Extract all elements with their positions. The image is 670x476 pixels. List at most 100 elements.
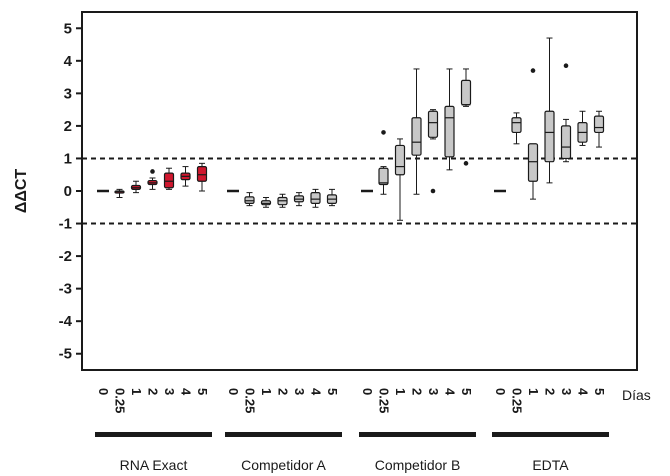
box-competidor-b-day-0.25 bbox=[379, 130, 388, 194]
x-tick-label: 0.25 bbox=[113, 388, 128, 413]
group-label: Competidor B bbox=[375, 457, 461, 473]
x-tick-label: 1 bbox=[259, 388, 274, 395]
y-tick-label: -5 bbox=[59, 346, 72, 363]
outlier-point bbox=[531, 68, 536, 73]
x-tick-label: 1 bbox=[526, 388, 541, 395]
group-bar bbox=[95, 432, 212, 437]
y-tick-label: -1 bbox=[59, 216, 72, 233]
y-tick-label: 5 bbox=[64, 20, 72, 37]
box-iqr bbox=[198, 167, 207, 182]
x-tick-label: 4 bbox=[309, 388, 324, 396]
box-competidor-b-day-3 bbox=[429, 110, 438, 194]
x-tick-label: 0 bbox=[96, 388, 111, 395]
box-edta-day-2 bbox=[545, 38, 554, 183]
x-tick-label: 5 bbox=[459, 388, 474, 395]
x-tick-label: 4 bbox=[179, 388, 194, 396]
x-tick-label: 3 bbox=[292, 388, 307, 395]
box-rna-exact-day-4 bbox=[181, 167, 190, 187]
x-tick-label: 5 bbox=[195, 388, 210, 395]
y-tick-label: 2 bbox=[64, 118, 72, 135]
box-rna-exact-day-2 bbox=[148, 169, 157, 189]
group-labels: RNA Exact Competidor A Competidor B EDTA bbox=[95, 432, 609, 473]
box-iqr bbox=[396, 145, 405, 174]
box-iqr bbox=[165, 173, 174, 188]
group-label: RNA Exact bbox=[120, 457, 188, 473]
box-iqr bbox=[545, 111, 554, 161]
group-bar bbox=[225, 432, 342, 437]
outlier-point bbox=[564, 63, 569, 68]
x-tick-label: 3 bbox=[426, 388, 441, 395]
box-edta-day-1 bbox=[529, 68, 538, 199]
box-iqr bbox=[562, 126, 571, 159]
x-tick-label: 3 bbox=[162, 388, 177, 395]
box-rna-exact-day-0.25 bbox=[115, 189, 124, 197]
box-competidor-a-day-4 bbox=[311, 189, 320, 207]
box-iqr bbox=[512, 118, 521, 133]
box-edta-day-4 bbox=[578, 111, 587, 145]
box-competidor-a-day-0.25 bbox=[245, 193, 254, 206]
x-tick-label: 0 bbox=[226, 388, 241, 395]
x-tick-label: 2 bbox=[410, 388, 425, 395]
box-competidor-a-day-2 bbox=[278, 194, 287, 207]
box-competidor-b-day-5 bbox=[462, 69, 471, 166]
group-bar bbox=[492, 432, 609, 437]
box-iqr bbox=[462, 80, 471, 104]
x-tick-label: 4 bbox=[576, 388, 591, 396]
box-iqr bbox=[595, 116, 604, 132]
box-iqr bbox=[445, 106, 454, 156]
x-tick-label: 2 bbox=[146, 388, 161, 395]
y-tick-label: 0 bbox=[64, 183, 72, 200]
x-tick-label: 2 bbox=[276, 388, 291, 395]
plot-frame bbox=[82, 12, 637, 370]
y-tick-label: 4 bbox=[64, 53, 73, 70]
outlier-point bbox=[431, 189, 436, 194]
x-tick-label: 3 bbox=[559, 388, 574, 395]
box-competidor-a-day-5 bbox=[328, 189, 337, 205]
reference-lines bbox=[82, 158, 637, 223]
box-iqr bbox=[379, 168, 388, 184]
y-axis-ticks: 5 4 3 2 1 0 -1 -2 -3 -4 -5 bbox=[59, 20, 82, 362]
x-tick-label: 0.25 bbox=[510, 388, 525, 413]
outlier-point bbox=[150, 169, 155, 174]
y-tick-label: -2 bbox=[59, 248, 72, 265]
y-tick-label: 3 bbox=[64, 85, 72, 102]
box-rna-exact-day-3 bbox=[165, 168, 174, 189]
box-iqr bbox=[245, 197, 254, 204]
y-tick-label: 1 bbox=[64, 150, 72, 167]
group-bar bbox=[359, 432, 476, 437]
box-competidor-a-day-3 bbox=[295, 193, 304, 206]
box-competidor-b-day-2 bbox=[412, 69, 421, 194]
outlier-point bbox=[464, 161, 469, 166]
box-iqr bbox=[429, 111, 438, 137]
x-tick-label: 4 bbox=[443, 388, 458, 396]
box-edta-day-5 bbox=[595, 111, 604, 147]
x-tick-label: 0.25 bbox=[243, 388, 258, 413]
x-tick-label: 1 bbox=[129, 388, 144, 395]
y-tick-label: -4 bbox=[59, 313, 73, 330]
y-axis-label: ΔΔCT bbox=[13, 169, 30, 214]
y-tick-label: -3 bbox=[59, 281, 72, 298]
box-iqr bbox=[412, 118, 421, 155]
box-competidor-b-day-1 bbox=[396, 139, 405, 220]
x-tick-label: 0 bbox=[493, 388, 508, 395]
box-iqr bbox=[529, 144, 538, 181]
x-tick-label: 0.25 bbox=[377, 388, 392, 413]
x-tick-label: 5 bbox=[325, 388, 340, 395]
x-axis-ticks: 0 0.25 1 2 3 4 5 0 0.25 1 2 3 4 5 0 0.25 1 2 3 4 5 0 0.25 1 2 3 4 5 bbox=[96, 388, 607, 413]
x-tick-label: 1 bbox=[393, 388, 408, 395]
box-edta-day-0.25 bbox=[512, 113, 521, 144]
box-iqr bbox=[262, 201, 271, 205]
box-rna-exact-day-1 bbox=[132, 181, 141, 192]
x-tick-label: 0 bbox=[360, 388, 375, 395]
x-axis-unit-label: Días bbox=[622, 387, 651, 403]
box-rna-exact-day-5 bbox=[198, 163, 207, 191]
box-edta-day-3 bbox=[562, 63, 571, 161]
group-label: Competidor A bbox=[241, 457, 326, 473]
box-iqr bbox=[311, 193, 320, 204]
x-tick-label: 2 bbox=[543, 388, 558, 395]
box-competidor-a-day-1 bbox=[262, 198, 271, 208]
outlier-point bbox=[381, 130, 386, 135]
group-label: EDTA bbox=[532, 457, 569, 473]
box-series bbox=[97, 38, 604, 220]
